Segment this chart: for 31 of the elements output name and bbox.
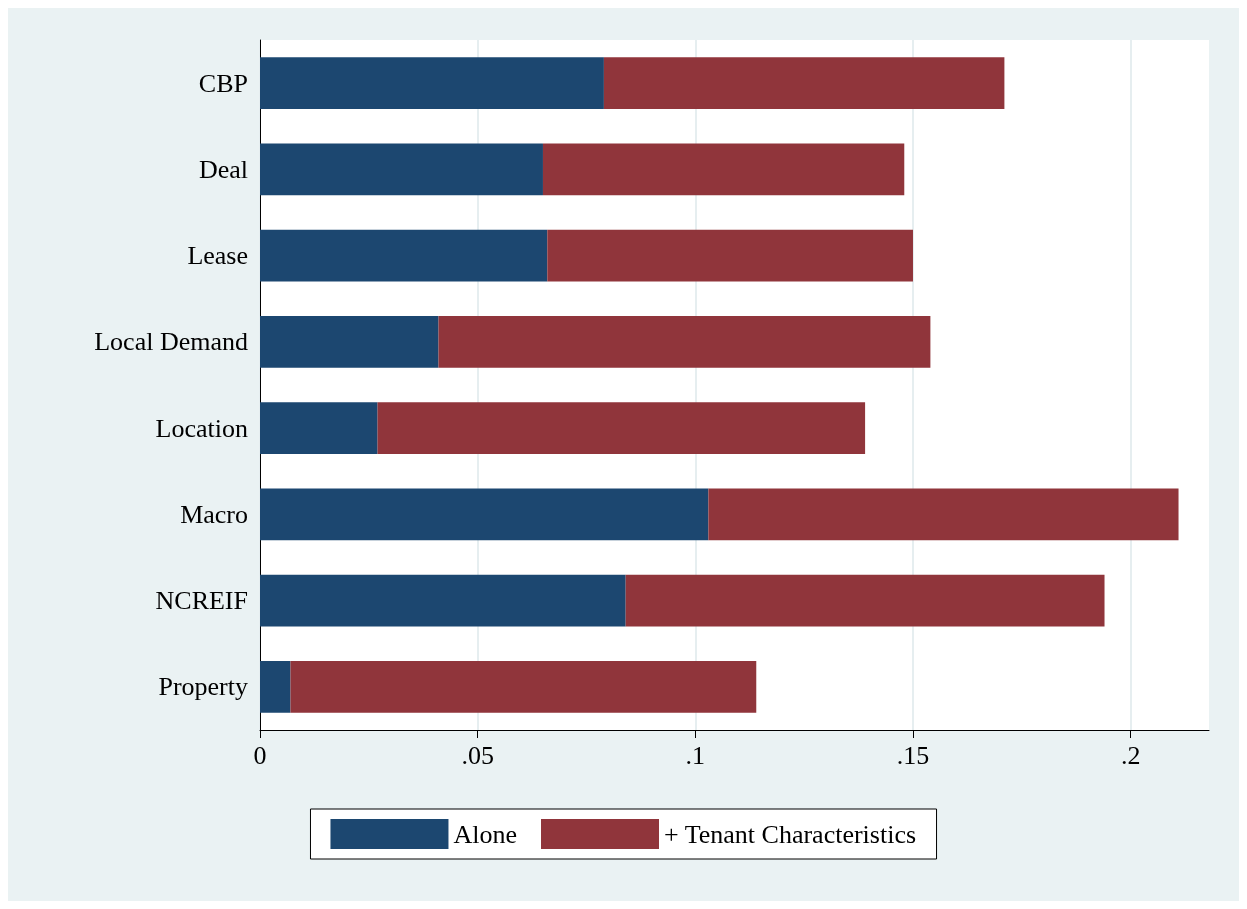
y-tick-label: Deal bbox=[198, 154, 248, 184]
bar bbox=[290, 661, 757, 713]
bar bbox=[547, 229, 913, 282]
bar bbox=[708, 488, 1179, 541]
y-tick-label: Lease bbox=[187, 241, 248, 271]
y-tick-label: Local Demand bbox=[94, 327, 248, 357]
x-tick-label: .1 bbox=[685, 740, 706, 770]
bar bbox=[438, 316, 931, 368]
bar bbox=[260, 143, 543, 196]
bar bbox=[542, 143, 905, 196]
y-tick-label: Location bbox=[155, 413, 248, 443]
y-tick-label: NCREIF bbox=[155, 586, 248, 616]
y-tick-label: Property bbox=[158, 672, 248, 702]
bar bbox=[603, 57, 1005, 109]
bar bbox=[260, 574, 626, 627]
bar bbox=[260, 229, 548, 282]
x-tick-label: .2 bbox=[1120, 740, 1141, 770]
y-tick-label: Macro bbox=[180, 499, 248, 529]
x-tick-label: .15 bbox=[896, 740, 930, 770]
bar bbox=[260, 316, 439, 368]
legend-label: + Tenant Characteristics bbox=[664, 819, 917, 849]
bar bbox=[260, 57, 604, 109]
legend-label: Alone bbox=[453, 819, 518, 849]
bar bbox=[260, 402, 378, 454]
bar bbox=[260, 661, 291, 713]
bar bbox=[377, 402, 866, 454]
bar bbox=[625, 574, 1105, 627]
x-tick-label: .05 bbox=[461, 740, 494, 770]
bar bbox=[260, 488, 709, 541]
y-tick-label: CBP bbox=[198, 68, 248, 98]
x-tick-label: 0 bbox=[253, 740, 267, 770]
